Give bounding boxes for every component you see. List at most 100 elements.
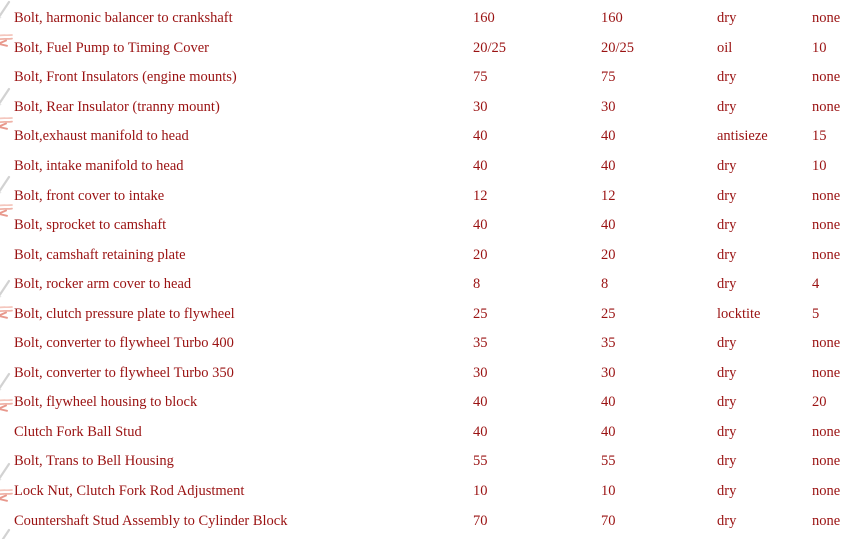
torque-value-1: 55 xyxy=(473,453,488,470)
fastener-description: Bolt, converter to flywheel Turbo 350 xyxy=(14,364,234,381)
torque-value-1: 20 xyxy=(473,246,488,263)
table-row: Bolt, harmonic balancer to crankshaft 16… xyxy=(0,4,862,34)
fastener-description: Bolt, front cover to intake xyxy=(14,187,165,204)
torque-value-2: 40 xyxy=(601,128,616,145)
extra-value: none xyxy=(812,335,841,352)
extra-value: none xyxy=(812,69,841,86)
fastener-description: Bolt, sprocket to camshaft xyxy=(14,217,167,234)
torque-value-2: 160 xyxy=(601,10,623,27)
fastener-description: Countershaft Stud Assembly to Cylinder B… xyxy=(14,512,288,529)
fastener-description: Bolt, Trans to Bell Housing xyxy=(14,453,174,470)
extra-value: none xyxy=(812,364,841,381)
extra-value: 10 xyxy=(812,158,827,174)
torque-value-2: 75 xyxy=(601,69,616,86)
torque-value-1: 30 xyxy=(473,364,488,381)
fastener-description: Clutch Fork Ball Stud xyxy=(14,423,142,440)
torque-value-2: 55 xyxy=(601,453,616,470)
torque-value-2: 10 xyxy=(601,483,616,500)
extra-value: 10 xyxy=(812,39,827,56)
table-row: Bolt, Fuel Pump to Timing Cover 20/25 20… xyxy=(0,34,862,64)
extra-value: none xyxy=(812,98,841,115)
table-row: Bolt, Front Insulators (engine mounts) 7… xyxy=(0,63,862,93)
torque-value-1: 75 xyxy=(473,69,488,86)
lubricant-value: dry xyxy=(717,364,737,381)
torque-value-2: 25 xyxy=(601,305,616,322)
lubricant-value: dry xyxy=(717,98,737,115)
fastener-description: Bolt, camshaft retaining plate xyxy=(14,246,186,263)
extra-value: none xyxy=(812,483,841,500)
table-row: Clutch Fork Ball Stud 40 40 dry none xyxy=(0,418,862,448)
torque-value-2: 40 xyxy=(601,217,616,234)
extra-value: none xyxy=(812,217,841,234)
lubricant-value: locktite xyxy=(717,305,761,322)
torque-value-1: 35 xyxy=(473,335,488,352)
torque-value-1: 40 xyxy=(473,394,488,411)
torque-value-1: 25 xyxy=(473,305,488,322)
extra-value: none xyxy=(812,423,841,440)
lubricant-value: dry xyxy=(717,512,737,529)
extra-value: 5 xyxy=(812,305,820,322)
extra-value: 20 xyxy=(812,394,827,411)
lubricant-value: antisieze xyxy=(717,128,768,145)
lubricant-value: dry xyxy=(717,394,737,411)
torque-value-2: 40 xyxy=(601,423,616,440)
table-row: Bolt, intake manifold to head 40 40 dry … xyxy=(0,152,862,182)
table-row: Bolt, converter to flywheel Turbo 350 30… xyxy=(0,359,862,389)
fastener-description: Bolt, rocker arm cover to head xyxy=(14,276,192,293)
lubricant-value: dry xyxy=(717,69,737,86)
torque-value-2: 30 xyxy=(601,364,616,381)
fastener-description: Bolt, Fuel Pump to Timing Cover xyxy=(14,39,209,56)
lubricant-value: dry xyxy=(717,217,737,234)
lubricant-value: oil xyxy=(717,39,733,56)
torque-value-1: 40 xyxy=(473,423,488,440)
torque-value-2: 8 xyxy=(601,276,609,293)
table-row: Bolt, sprocket to camshaft 40 40 dry non… xyxy=(0,211,862,241)
extra-value: none xyxy=(812,453,841,470)
fastener-description: Bolt, harmonic balancer to crankshaft xyxy=(14,10,233,27)
torque-value-2: 30 xyxy=(601,98,616,115)
torque-value-2: 35 xyxy=(601,335,616,352)
lubricant-value: dry xyxy=(717,453,737,470)
extra-value: none xyxy=(812,512,841,529)
fastener-description: Bolt, Front Insulators (engine mounts) xyxy=(14,69,237,86)
torque-value-1: 30 xyxy=(473,98,488,115)
table-row: Bolt, camshaft retaining plate 20 20 dry… xyxy=(0,240,862,270)
fastener-description: Bolt, Rear Insulator (tranny mount) xyxy=(14,98,220,115)
table-row: Countershaft Stud Assembly to Cylinder B… xyxy=(0,506,862,536)
lubricant-value: dry xyxy=(717,158,737,174)
extra-value: none xyxy=(812,187,841,204)
fastener-description: Lock Nut, Clutch Fork Rod Adjustment xyxy=(14,483,245,500)
table-row: Bolt, front cover to intake 12 12 dry no… xyxy=(0,181,862,211)
torque-value-2: 40 xyxy=(601,394,616,411)
torque-value-1: 70 xyxy=(473,512,488,529)
lubricant-value: dry xyxy=(717,246,737,263)
lubricant-value: dry xyxy=(717,187,737,204)
table-row: Bolt, flywheel housing to block 40 40 dr… xyxy=(0,388,862,418)
extra-value: 4 xyxy=(812,276,820,293)
fastener-description: Bolt,exhaust manifold to head xyxy=(14,128,189,145)
fastener-description: Bolt, converter to flywheel Turbo 400 xyxy=(14,335,234,352)
lubricant-value: dry xyxy=(717,423,737,440)
table-row: Bolt, clutch pressure plate to flywheel … xyxy=(0,299,862,329)
table-row: Lock Nut, Clutch Fork Rod Adjustment 10 … xyxy=(0,477,862,507)
torque-value-2: 12 xyxy=(601,187,616,204)
torque-value-1: 40 xyxy=(473,128,488,145)
extra-value: none xyxy=(812,10,841,27)
table-row: Bolt, converter to flywheel Turbo 400 35… xyxy=(0,329,862,359)
torque-value-1: 12 xyxy=(473,187,488,204)
lubricant-value: dry xyxy=(717,335,737,352)
torque-value-1: 8 xyxy=(473,276,481,293)
torque-value-2: 20 xyxy=(601,246,616,263)
table-row: Bolt, Trans to Bell Housing 55 55 dry no… xyxy=(0,447,862,477)
torque-value-1: 40 xyxy=(473,158,488,174)
torque-table: Bolt, harmonic balancer to crankshaft 16… xyxy=(0,4,862,536)
fastener-description: Bolt, clutch pressure plate to flywheel xyxy=(14,305,235,322)
torque-value-1: 20/25 xyxy=(473,39,507,56)
extra-value: none xyxy=(812,246,841,263)
torque-value-1: 40 xyxy=(473,217,488,234)
lubricant-value: dry xyxy=(717,10,737,27)
torque-value-2: 40 xyxy=(601,158,616,174)
torque-value-1: 10 xyxy=(473,483,488,500)
fastener-description: Bolt, intake manifold to head xyxy=(14,158,184,174)
